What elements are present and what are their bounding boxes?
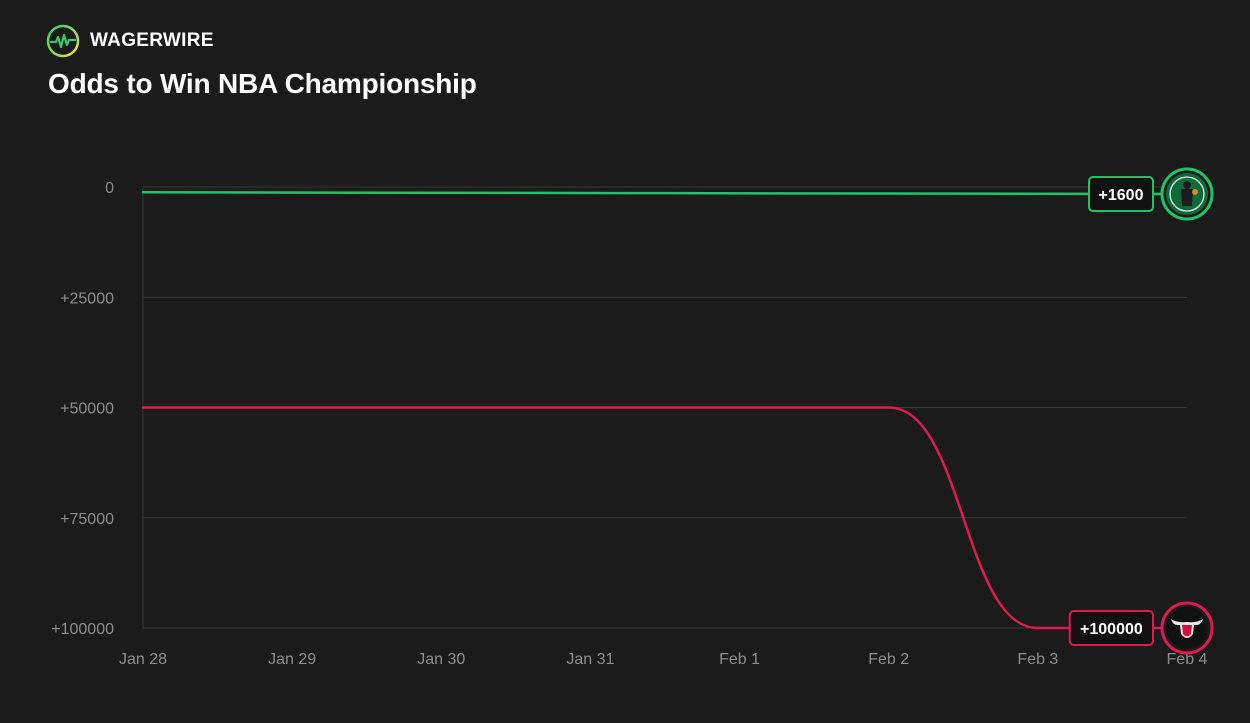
x-tick-label: Jan 28 [119,651,167,668]
x-tick-label: Jan 30 [417,651,465,668]
svg-text:+1600: +1600 [1099,187,1144,204]
wagerwire-logo-icon [46,24,80,58]
x-tick-label: Jan 29 [268,651,316,668]
brand-name: WAGERWIRE [90,30,214,51]
y-tick-label: 0 [105,180,114,197]
chart-title: Odds to Win NBA Championship [48,68,477,99]
bulls-logo-icon [1160,601,1214,655]
x-tick-label: Feb 4 [1167,651,1208,668]
y-tick-label: +25000 [60,290,114,307]
series-end-label: +100000 [1068,610,1165,646]
x-tick-label: Jan 31 [566,651,614,668]
x-tick-label: Feb 1 [719,651,760,668]
brand: WAGERWIRE [46,24,214,58]
x-tick-label: Feb 3 [1017,651,1058,668]
svg-text:+100000: +100000 [1080,621,1143,638]
celtics-logo-icon [1160,167,1214,221]
y-tick-label: +50000 [60,401,114,418]
series-end-label: +1600 [1088,176,1165,213]
y-tick-label: +100000 [51,621,114,638]
y-tick-label: +75000 [60,511,114,528]
series-line [141,191,1189,196]
x-tick-label: Feb 2 [868,651,909,668]
